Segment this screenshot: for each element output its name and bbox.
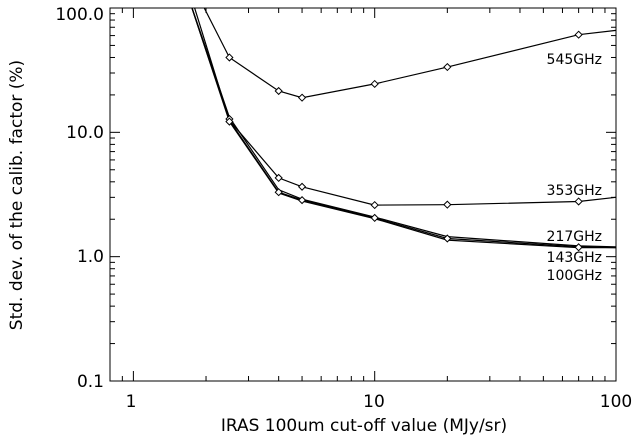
- data-point-marker: [370, 200, 379, 210]
- data-point-marker: [274, 188, 283, 197]
- series-line-545ghz: [203, 8, 616, 99]
- data-point-marker: [370, 213, 379, 223]
- marker-layer: [225, 30, 583, 252]
- y-tick-label-10.0: 10.0: [66, 123, 104, 143]
- data-point-marker: [574, 243, 583, 252]
- x-tick-label-10: 10: [363, 392, 385, 412]
- y-tick-label-100.0: 100.0: [55, 5, 104, 25]
- data-point-marker: [225, 117, 234, 126]
- series-label-143ghz: 143GHz: [547, 250, 602, 266]
- x-axis-title: IRAS 100um cut-off value (MJy/sr): [221, 416, 507, 436]
- data-point-marker: [274, 173, 283, 183]
- series-line-143ghz: [191, 8, 616, 249]
- series-labels: 545GHz 353GHz 217GHz 143GHz 100GHz: [547, 52, 602, 284]
- series-label-100ghz: 100GHz: [547, 268, 602, 284]
- series-line-217ghz: [191, 8, 616, 248]
- series-label-353ghz: 353GHz: [547, 183, 602, 199]
- tick-layer: [109, 7, 617, 382]
- x-tick-label-100: 100: [600, 392, 632, 412]
- series-line-353ghz: [194, 8, 616, 206]
- data-point-marker: [574, 30, 583, 39]
- data-point-marker: [370, 79, 379, 89]
- data-point-marker: [443, 62, 452, 72]
- data-point-marker: [274, 86, 283, 96]
- data-point-marker: [297, 93, 307, 102]
- data-point-marker: [574, 197, 583, 206]
- y-tick-label-0.1: 0.1: [77, 372, 104, 392]
- data-point-marker: [297, 182, 307, 191]
- series-line-100ghz: [191, 8, 616, 249]
- x-tick-labels: 1 10 100: [126, 392, 633, 412]
- y-tick-label-1.0: 1.0: [77, 247, 104, 267]
- series-layer: [191, 8, 616, 249]
- x-tick-label-1: 1: [126, 392, 137, 412]
- data-point-marker: [443, 234, 452, 243]
- y-tick-labels: 0.1 1.0 10.0 100.0: [55, 5, 104, 392]
- y-axis-title: Std. dev. of the calib. factor (%): [7, 60, 27, 330]
- data-point-marker: [225, 53, 234, 62]
- data-point-marker: [443, 200, 452, 209]
- plot-frame: [109, 7, 617, 382]
- data-point-marker: [297, 196, 307, 205]
- series-label-217ghz: 217GHz: [547, 229, 602, 245]
- series-label-545ghz: 545GHz: [547, 52, 602, 68]
